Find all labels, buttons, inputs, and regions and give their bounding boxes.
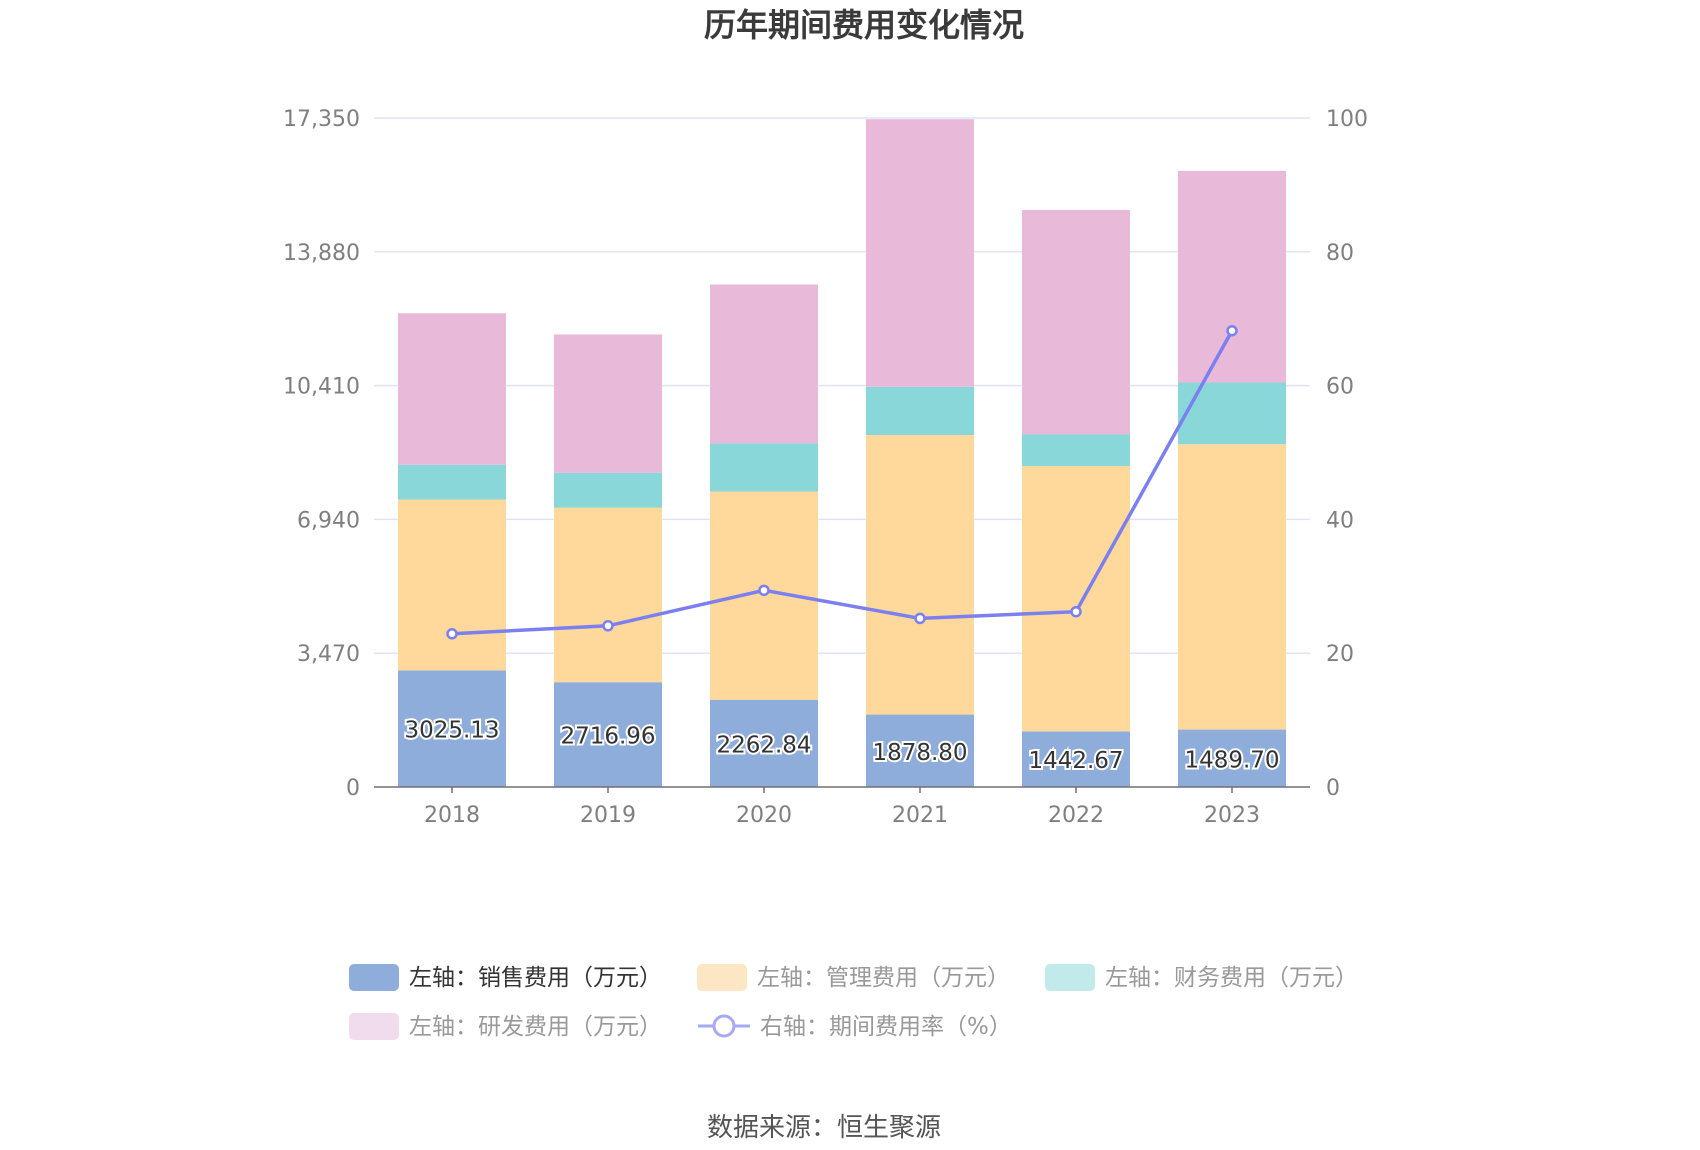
legend-swatch <box>697 964 747 991</box>
bar-segment <box>710 699 818 787</box>
bar-data-label: 1442.67 <box>1028 748 1123 774</box>
rate-point <box>758 584 770 597</box>
bar-segment <box>398 499 506 671</box>
bar-segment <box>866 714 974 787</box>
bar-segment <box>554 682 662 787</box>
x-tick-label: 2018 <box>424 803 480 828</box>
source-note: 数据来源：恒生聚源 <box>707 1113 941 1143</box>
legend-line-marker <box>712 1014 736 1038</box>
bar-segment <box>1022 210 1130 435</box>
legend-swatch <box>349 964 399 991</box>
bar-segment <box>1178 382 1286 445</box>
legend-swatch <box>349 1013 399 1040</box>
x-tick-label: 2021 <box>892 803 948 828</box>
rate-point <box>446 628 458 640</box>
legend-label: 左轴：财务费用（万元） <box>1105 965 1358 991</box>
y-right-tick-label: 80 <box>1326 241 1354 266</box>
bar-segment <box>1022 731 1130 787</box>
bar-segment <box>554 507 662 683</box>
x-tick-label: 2023 <box>1204 803 1260 828</box>
bar-segment <box>710 284 818 444</box>
bar-segment <box>1178 729 1286 787</box>
y-right-tick-label: 0 <box>1326 776 1340 801</box>
rate-line <box>446 324 1238 640</box>
legend: 左轴：销售费用（万元） 左轴：管理费用（万元） 左轴：财务费用（万元） 左轴：研发费用… <box>349 964 1358 1040</box>
rate-point <box>1070 605 1082 618</box>
y-right-tick-label: 20 <box>1326 642 1354 667</box>
rate-point <box>1226 324 1238 337</box>
y-right-tick-label: 60 <box>1326 375 1354 400</box>
rate-line-path <box>451 329 1234 636</box>
gridlines <box>374 117 1310 654</box>
y-right-tick-label: 40 <box>1326 508 1354 533</box>
legend-label: 右轴：期间费用率（%） <box>760 1014 1012 1040</box>
bar-segment <box>398 670 506 787</box>
bar-data-label: 1489.70 <box>1184 747 1279 773</box>
bar-data-label: 1878.80 <box>872 740 967 766</box>
bar-segment <box>1022 434 1130 467</box>
legend-label: 左轴：管理费用（万元） <box>757 965 1010 991</box>
bar-data-label: 3025.13 <box>404 718 499 744</box>
bar-data-label: 2716.96 <box>560 724 655 750</box>
legend-swatch <box>1045 964 1095 991</box>
bar-segment <box>554 472 662 508</box>
bar-segment <box>1178 170 1286 383</box>
rate-point <box>602 620 614 632</box>
chart-title: 历年期间费用变化情况 <box>704 6 1024 44</box>
y-left-tick-label: 17,350 <box>283 107 360 132</box>
bar-segment <box>398 313 506 465</box>
data-labels: 3025.13 2716.96 2262.84 1878.80 1442.67 1489.… <box>402 716 1281 777</box>
bar-segment <box>554 334 662 473</box>
bar-data-label: 2262.84 <box>716 732 811 758</box>
y-left-tick-label: 0 <box>346 776 360 801</box>
bar-segment <box>710 443 818 492</box>
rate-point <box>914 612 926 625</box>
bar-segment <box>1022 466 1130 732</box>
y-left-tick-label: 3,470 <box>297 642 360 667</box>
bar-segment <box>866 435 974 715</box>
legend-label: 左轴：销售费用（万元） <box>409 965 662 991</box>
y-right-tick-label: 100 <box>1326 107 1368 132</box>
bars <box>398 119 1286 787</box>
legend-label: 左轴：研发费用（万元） <box>409 1014 662 1040</box>
bar-segment <box>398 464 506 500</box>
bar-segment <box>866 386 974 436</box>
x-tick-label: 2022 <box>1048 803 1104 828</box>
bar-segment <box>866 119 974 387</box>
y-left-tick-label: 13,880 <box>283 241 360 266</box>
y-left-tick-label: 10,410 <box>283 375 360 400</box>
x-tick-label: 2020 <box>736 803 792 828</box>
y-left-tick-label: 6,940 <box>297 508 360 533</box>
axes: 0 3,470 6,940 10,410 13,880 17,350 0 20 40 60 80 10… <box>283 107 1368 828</box>
x-tick-label: 2019 <box>580 803 636 828</box>
bar-segment <box>1178 444 1286 730</box>
